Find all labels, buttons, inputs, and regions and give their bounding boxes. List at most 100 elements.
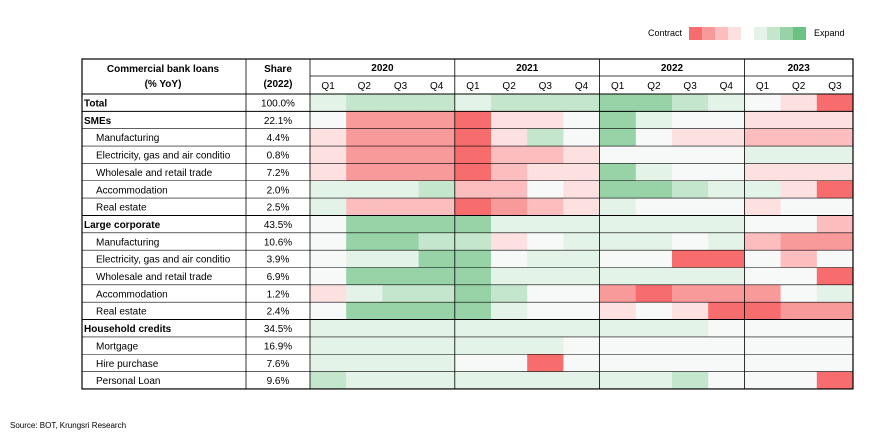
heatmap-cell — [527, 215, 564, 234]
heatmap-cell — [454, 354, 492, 372]
heatmap-cell — [454, 163, 492, 182]
heatmap-cell — [672, 215, 709, 234]
table-border — [81, 58, 854, 390]
heatmap-cell — [491, 94, 528, 112]
row-label: Mortgage — [96, 341, 139, 352]
heatmap-cell — [346, 336, 383, 355]
quarter-label: Q4 — [430, 81, 444, 92]
quarter-label: Q3 — [828, 81, 842, 92]
heatmap-cell — [816, 336, 854, 355]
heatmap-cell — [708, 180, 745, 199]
heatmap-cell — [310, 163, 347, 182]
quarter-label: Q4 — [575, 81, 589, 92]
heatmap-cell — [418, 146, 456, 164]
quarter-label: Q3 — [394, 81, 408, 92]
heatmap-cell — [382, 267, 419, 286]
heatmap-cell — [744, 94, 781, 112]
heatmap-cell — [708, 215, 745, 234]
heatmap-cell — [346, 146, 383, 164]
heatmap-cell — [816, 180, 854, 199]
heatmap-cell — [454, 180, 492, 199]
heatmap-cell — [382, 250, 419, 268]
heatmap-cell — [310, 128, 347, 147]
heatmap-cell — [563, 111, 600, 130]
heatmap-cell — [780, 336, 818, 355]
heatmap-cell — [635, 250, 673, 268]
legend-swatch-contract-4 — [728, 27, 741, 40]
section-label: Large corporate — [84, 220, 161, 231]
heatmap-cell — [382, 302, 419, 320]
heatmap-cell — [454, 128, 492, 147]
heatmap-cell — [780, 371, 818, 390]
heatmap-cell — [382, 354, 419, 372]
heatmap-cell — [635, 146, 673, 164]
legend-swatch-expand-3 — [780, 27, 793, 40]
share-header-year: (2022) — [264, 79, 293, 90]
heatmap-cell — [527, 111, 564, 130]
row-label: Personal Loan — [96, 376, 161, 387]
heatmap-cell — [780, 284, 818, 303]
heatmap-cell — [418, 319, 456, 338]
heatmap-cell — [418, 250, 456, 268]
heatmap-cell — [744, 250, 781, 268]
heatmap-cell — [672, 250, 709, 268]
heatmap-cell — [527, 319, 564, 338]
heatmap-cell — [780, 163, 818, 182]
heatmap-cell — [635, 267, 673, 286]
heatmap-cell — [418, 198, 456, 216]
quarter-label: Q3 — [683, 81, 697, 92]
heatmap-cell — [744, 198, 781, 216]
heatmap-cell — [635, 198, 673, 216]
share-value: 3.9% — [267, 255, 290, 266]
heatmap-cell — [672, 94, 709, 112]
section-label: SMEs — [84, 116, 112, 127]
heatmap-cell — [491, 250, 528, 268]
heatmap-cell — [310, 180, 347, 199]
heatmap-cell — [454, 146, 492, 164]
heatmap-cell — [816, 128, 854, 147]
heatmap-cell — [310, 284, 347, 303]
heatmap-cell — [346, 267, 383, 286]
row-label: Wholesale and retail trade — [96, 272, 213, 283]
quarter-label: Q1 — [466, 81, 480, 92]
heatmap-cell — [454, 215, 492, 234]
heatmap-cell — [563, 354, 600, 372]
heatmap-cell — [780, 215, 818, 234]
heatmap-cell — [346, 302, 383, 320]
quarter-label: Q2 — [502, 81, 516, 92]
heatmap-cell — [744, 354, 781, 372]
share-value: 43.5% — [264, 220, 292, 231]
section-label: Household credits — [84, 324, 172, 335]
heatmap-cell — [599, 232, 637, 251]
heatmap-cell — [672, 336, 709, 355]
heatmap-cell — [454, 336, 492, 355]
heatmap-cell — [780, 267, 818, 286]
heatmap-cell — [563, 267, 600, 286]
heatmap-cell — [491, 354, 528, 372]
heatmap-cell — [744, 163, 781, 182]
heatmap-cell — [454, 284, 492, 303]
heatmap-cell — [708, 94, 745, 112]
heatmap-cell — [418, 94, 456, 112]
heatmap-cell — [491, 319, 528, 338]
heatmap-cell — [346, 250, 383, 268]
share-value: 2.4% — [267, 307, 290, 318]
year-label: 2021 — [516, 63, 539, 74]
heatmap-cell — [346, 111, 383, 130]
heatmap-cell — [708, 302, 745, 320]
heatmap-cell — [672, 146, 709, 164]
heatmap-cell — [527, 94, 564, 112]
heatmap-cell — [563, 319, 600, 338]
heatmap-cell — [780, 128, 818, 147]
heatmap-cell — [708, 198, 745, 216]
heatmap-cell — [491, 284, 528, 303]
heatmap-cell — [672, 232, 709, 251]
heatmap-cell — [599, 163, 637, 182]
heatmap-cell — [780, 250, 818, 268]
heatmap-cell — [563, 250, 600, 268]
heatmap-cell — [780, 111, 818, 130]
heatmap-cell — [816, 163, 854, 182]
heatmap-cell — [382, 111, 419, 130]
share-value: 9.6% — [267, 376, 290, 387]
heatmap-cell — [310, 198, 347, 216]
